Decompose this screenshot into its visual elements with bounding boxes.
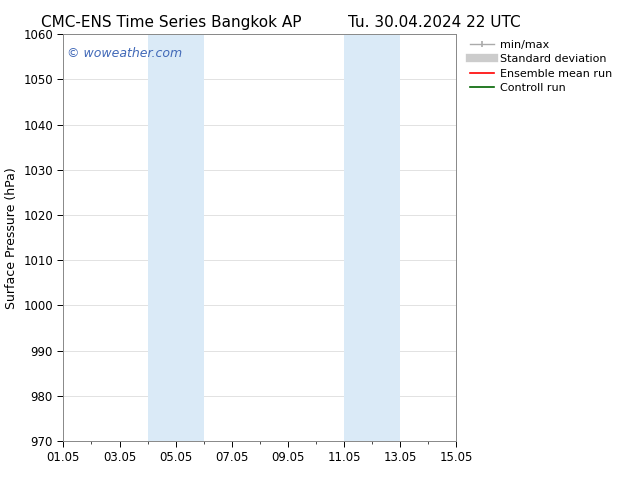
Bar [344, 34, 400, 441]
Text: CMC-ENS Time Series Bangkok AP: CMC-ENS Time Series Bangkok AP [41, 15, 301, 30]
Text: © woweather.com: © woweather.com [67, 47, 183, 59]
Bar [148, 34, 204, 441]
Y-axis label: Surface Pressure (hPa): Surface Pressure (hPa) [4, 167, 18, 309]
Text: Tu. 30.04.2024 22 UTC: Tu. 30.04.2024 22 UTC [348, 15, 521, 30]
Legend: min/max, Standard deviation, Ensemble mean run, Controll run: min/max, Standard deviation, Ensemble me… [470, 40, 612, 93]
